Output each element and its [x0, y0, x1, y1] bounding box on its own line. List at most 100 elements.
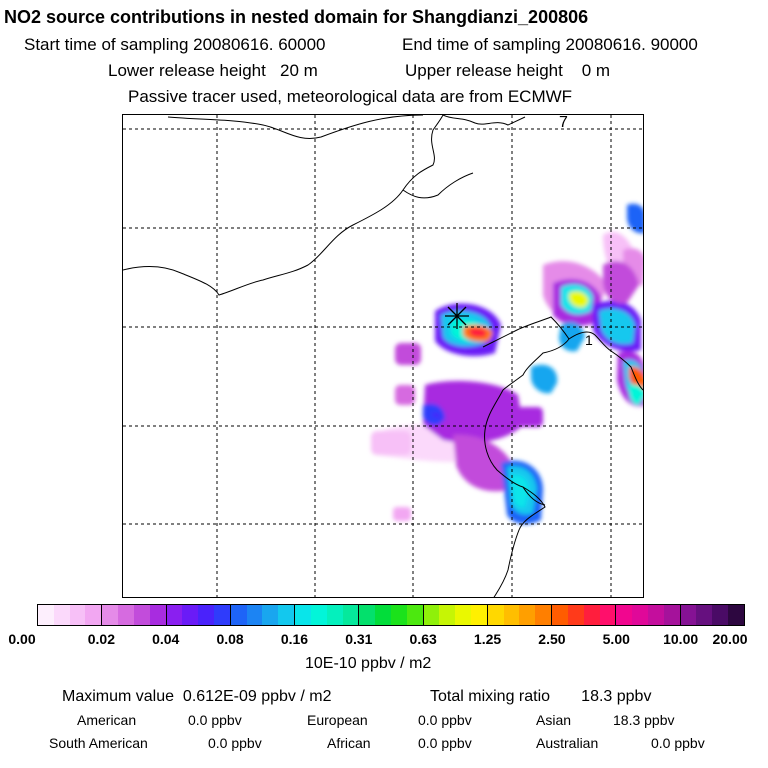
colorbar-segment	[166, 605, 231, 625]
colorbar-swatch	[535, 605, 552, 625]
colorbar-swatch	[326, 605, 343, 625]
colorbar-swatch	[728, 605, 744, 625]
end-time-value: 20080616. 90000	[565, 35, 698, 54]
colorbar-tick-label: 2.50	[538, 631, 566, 647]
colorbar-swatch	[198, 605, 214, 625]
colorbar-tick-label: 0.31	[345, 631, 373, 647]
map-label-7: 7	[559, 115, 568, 131]
colorbar-swatch	[632, 605, 649, 625]
colorbar-swatch	[583, 605, 600, 625]
colorbar-swatch	[359, 605, 376, 625]
colorbar-swatch	[213, 605, 230, 625]
end-time: End time of sampling 20080616. 90000	[402, 36, 698, 53]
colorbar-tick-label: 0.00	[8, 631, 36, 647]
colorbar-tick-label: 0.02	[87, 631, 115, 647]
colorbar-tick-label: 0.16	[280, 631, 309, 647]
concentration-field	[371, 203, 643, 525]
colorbar-swatch	[375, 605, 391, 625]
upper-release-value: 0 m	[581, 61, 611, 80]
region-european-label: European	[307, 712, 368, 728]
end-time-label: End time of sampling	[402, 35, 561, 54]
colorbar-tick-label: 20.00	[712, 631, 748, 647]
colorbar-swatch	[53, 605, 70, 625]
colorbar-swatch	[102, 605, 119, 625]
colorbar-tick-label: 1.25	[473, 631, 502, 647]
colorbar-segment	[359, 605, 424, 625]
upper-release-label: Upper release height	[405, 61, 563, 80]
colorbar-swatch	[69, 605, 86, 625]
start-time: Start time of sampling 20080616. 60000	[24, 36, 326, 53]
colorbar-swatch	[133, 605, 150, 625]
colorbar-swatch	[166, 605, 183, 625]
lat-lon-grid	[123, 115, 643, 597]
colorbar-tick-label: 5.00	[602, 631, 630, 647]
colorbar-swatch	[487, 605, 504, 625]
region-american-value: 0.0 ppbv	[188, 712, 242, 728]
region-asian-value: 18.3 ppbv	[613, 712, 675, 728]
colorbar-swatch	[599, 605, 616, 625]
total-mixing-label: Total mixing ratio	[430, 688, 551, 705]
colorbar-swatch	[471, 605, 487, 625]
colorbar-tick-label: 0.08	[216, 631, 244, 647]
colorbar-swatch	[616, 605, 633, 625]
colorbar-swatch	[295, 605, 311, 625]
colorbar-swatch	[278, 605, 295, 625]
colorbar-swatch	[118, 605, 134, 625]
colorbar-swatch	[503, 605, 520, 625]
colorbar-swatch	[680, 605, 697, 625]
region-european-value: 0.0 ppbv	[418, 712, 472, 728]
colorbar-tick-label: 0.63	[409, 631, 437, 647]
colorbar-swatch	[38, 605, 54, 625]
lower-release-height: Lower release height 20 m	[108, 62, 318, 79]
region-african-label: African	[327, 735, 371, 751]
region-african-value: 0.0 ppbv	[418, 735, 472, 751]
station-star-icon	[445, 303, 469, 329]
region-south-american-label: South American	[49, 735, 148, 751]
colorbar-swatch	[423, 605, 440, 625]
region-australian-label: Australian	[536, 735, 599, 751]
region-south-american-value: 0.0 ppbv	[208, 735, 262, 751]
colorbar-swatch	[230, 605, 247, 625]
colorbar-segment	[102, 605, 167, 625]
colorbar-swatch	[182, 605, 199, 625]
total-mixing-value: 18.3 ppbv	[581, 688, 652, 705]
region-australian-value: 0.0 ppbv	[651, 735, 705, 751]
colorbar-tick-label: 0.04	[152, 631, 180, 647]
lower-release-value: 20 m	[280, 61, 318, 80]
boundaries-coastline	[123, 115, 643, 597]
colorbar-tick-label: 10.00	[663, 631, 699, 647]
total-mixing-ratio: Total mixing ratio 18.3 ppbv	[430, 689, 651, 705]
start-time-label: Start time of sampling	[24, 35, 189, 54]
map-canvas: 7 1	[123, 115, 643, 597]
map-panel: 7 1	[122, 114, 644, 598]
colorbar-swatch	[663, 605, 680, 625]
colorbar-swatch	[246, 605, 263, 625]
lower-release-label: Lower release height	[108, 61, 266, 80]
colorbar-segment	[38, 605, 103, 625]
colorbar-segment	[423, 605, 488, 625]
colorbar-segment	[230, 605, 296, 625]
colorbar-swatch	[519, 605, 536, 625]
colorbar-swatch	[712, 605, 729, 625]
map-label-1: 1	[585, 332, 593, 348]
colorbar-segment	[295, 605, 360, 625]
max-value-number: 0.612E-09 ppbv / m2	[182, 688, 332, 705]
colorbar-swatch	[567, 605, 584, 625]
colorbar-segment	[552, 605, 617, 625]
colorbar-unit: 10E-10 ppbv / m2	[305, 655, 432, 672]
plot-title: NO2 source contributions in nested domai…	[4, 7, 589, 27]
max-value-label: Maximum value	[62, 688, 175, 705]
colorbar-swatch	[262, 605, 279, 625]
colorbar-swatch	[149, 605, 166, 625]
region-american-label: American	[77, 712, 137, 728]
colorbar	[37, 604, 745, 626]
colorbar-swatch	[455, 605, 472, 625]
colorbar-swatch	[648, 605, 664, 625]
colorbar-segment	[680, 605, 744, 625]
colorbar-swatch	[85, 605, 102, 625]
upper-release-height: Upper release height 0 m	[405, 62, 610, 79]
tracer-note: Passive tracer used, meteorological data…	[128, 87, 573, 106]
colorbar-swatch	[390, 605, 407, 625]
colorbar-swatch	[439, 605, 456, 625]
colorbar-swatch	[552, 605, 568, 625]
